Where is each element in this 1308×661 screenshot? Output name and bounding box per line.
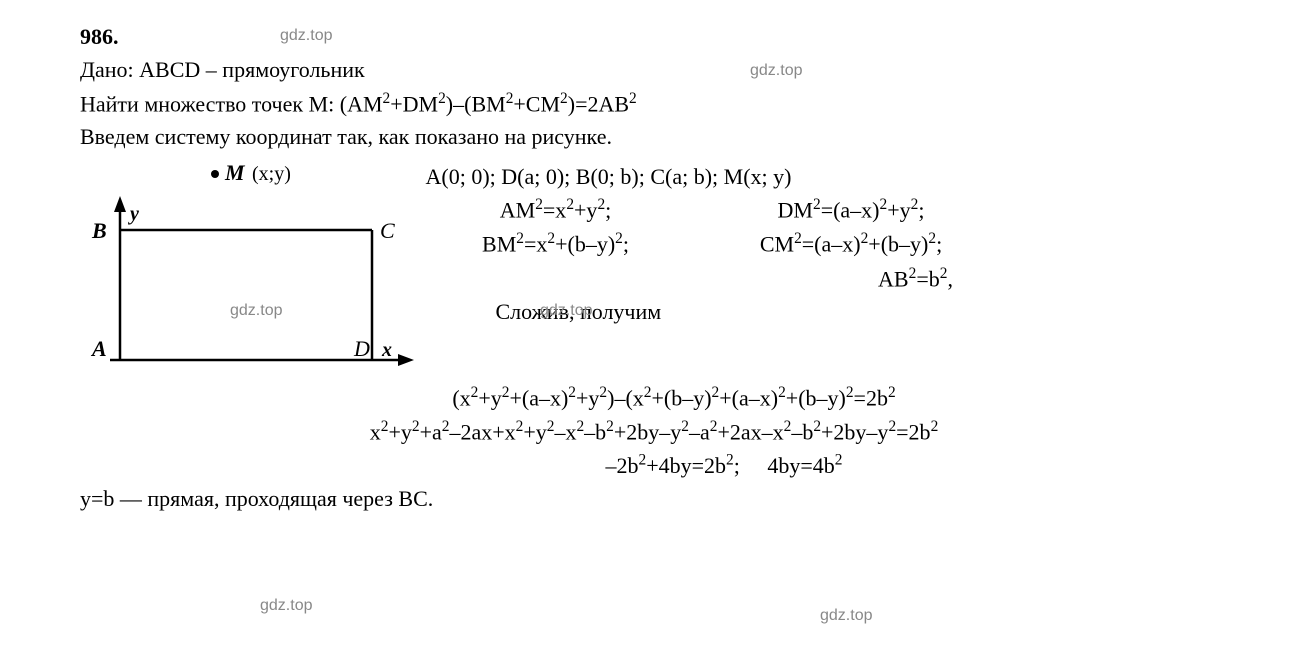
y-axis-label: y — [128, 203, 139, 225]
formula-panel: A(0; 0); D(a; 0); B(0; b); C(a; b); M(x;… — [426, 160, 1186, 330]
given-line: Дано: ABCD – прямоугольник — [80, 55, 1228, 86]
coordinate-diagram: M (x;y) y x B C A D — [80, 160, 420, 380]
derivation-3a: –2b2+4by=2b2; — [606, 453, 740, 478]
bm-formula: BM2=x2+(b–y)2; — [426, 228, 686, 260]
derivation-2: x2+y2+a2–2ax+x2+y2–x2–b2+2by–y2–a2+2ax–x… — [80, 416, 1228, 448]
problem-number: 986. — [80, 24, 119, 49]
bm-cm-line: BM2=x2+(b–y)2; CM2=(a–x)2+(b–y)2; — [426, 228, 1186, 260]
label-d: D — [353, 336, 370, 361]
am-formula: AM2=x2+y2; — [426, 194, 686, 226]
label-b: B — [91, 218, 107, 243]
cm-formula: CM2=(a–x)2+(b–y)2; — [691, 228, 1011, 260]
given-value: ABCD – прямоугольник — [139, 57, 365, 82]
sum-label: Сложив, получим — [426, 297, 1186, 328]
diagram-svg: M (x;y) y x B C A D — [80, 160, 420, 380]
result-line: y=b — прямая, проходящая через BC. — [80, 484, 1228, 515]
label-c: C — [380, 218, 395, 243]
given-label: Дано: — [80, 57, 134, 82]
point-m-dot — [211, 170, 219, 178]
coords-line: A(0; 0); D(a; 0); B(0; b); C(a; b); M(x;… — [426, 162, 1186, 193]
y-arrowhead — [114, 196, 126, 212]
watermark-text: gdz.top — [820, 605, 872, 627]
label-a: A — [90, 336, 107, 361]
ab-formula: AB2=b2, — [426, 263, 1186, 295]
dm-formula: DM2=(a–x)2+y2; — [691, 194, 1011, 226]
x-axis-label: x — [381, 339, 392, 361]
point-m-label: M — [224, 160, 246, 185]
watermark-text: gdz.top — [260, 595, 312, 617]
derivation-3b: 4by=4b2 — [767, 453, 842, 478]
intro-line: Введем систему координат так, как показа… — [80, 122, 1228, 153]
derivation-3: –2b2+4by=2b2; 4by=4b2 — [80, 450, 1228, 482]
x-arrowhead — [398, 354, 414, 366]
derivation-1: (x2+y2+(a–x)2+y2)–(x2+(b–y)2+(a–x)2+(b–y… — [80, 382, 1228, 414]
point-m-coords: (x;y) — [252, 163, 291, 185]
am-dm-line: AM2=x2+y2; DM2=(a–x)2+y2; — [426, 194, 1186, 226]
find-line: Найти множество точек M: (AM2+DM2)–(BM2+… — [80, 88, 1228, 120]
